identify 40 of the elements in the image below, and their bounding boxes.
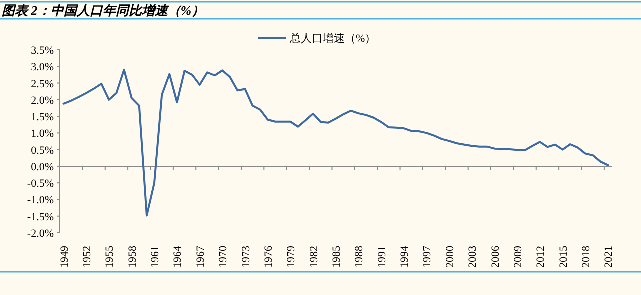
x-tick-label: 1985 bbox=[331, 246, 343, 268]
y-tick-label: -1.5% bbox=[27, 211, 54, 224]
y-tick-label: 2.0% bbox=[31, 94, 54, 107]
y-tick-label: -1.0% bbox=[27, 194, 54, 207]
x-tick-label: 2015 bbox=[558, 246, 570, 268]
y-tick-label: 3.5% bbox=[31, 45, 54, 57]
x-tick-label: 1958 bbox=[126, 246, 139, 268]
y-tick-label: -2.0% bbox=[27, 228, 54, 240]
x-tick-label: 2000 bbox=[444, 246, 456, 268]
x-tick-label: 1973 bbox=[240, 246, 252, 268]
x-tick-label: 1994 bbox=[399, 246, 412, 268]
x-tick-label: 2003 bbox=[467, 246, 480, 268]
x-tick-label: 1991 bbox=[376, 246, 388, 268]
y-tick-label: 0.0% bbox=[31, 161, 54, 174]
y-tick-label: 2.5% bbox=[31, 78, 54, 90]
x-tick-label: 1967 bbox=[194, 246, 207, 268]
y-tick-label: 1.0% bbox=[31, 128, 54, 140]
y-tick-label: -0.5% bbox=[27, 178, 54, 190]
x-tick-label: 1961 bbox=[150, 246, 162, 268]
x-tick-label: 1955 bbox=[104, 246, 116, 268]
x-tick-label: 2012 bbox=[535, 246, 548, 268]
y-tick-label: 1.5% bbox=[31, 112, 54, 124]
x-tick-label: 1979 bbox=[286, 246, 298, 268]
x-tick-label: 2006 bbox=[490, 246, 502, 268]
x-tick-label: 1976 bbox=[262, 246, 275, 268]
x-tick-label: 1949 bbox=[58, 246, 71, 268]
chart-title: 图表 2：中国人口年同比增速（%） bbox=[2, 3, 205, 18]
x-tick-label: 1964 bbox=[172, 246, 184, 268]
line-series bbox=[62, 68, 610, 217]
x-tick-label: 2021 bbox=[603, 246, 616, 268]
x-tick-label: 1952 bbox=[81, 246, 94, 268]
y-tick-label: 0.5% bbox=[31, 144, 54, 157]
x-tick-label: 2009 bbox=[512, 246, 524, 268]
x-tick-label: 1970 bbox=[218, 246, 230, 268]
x-tick-label: 2018 bbox=[580, 246, 593, 268]
y-tick-label: 3.0% bbox=[31, 62, 54, 74]
x-tick-label: 1982 bbox=[308, 246, 320, 268]
legend-label: 总人口增速（%） bbox=[289, 32, 376, 45]
x-tick-label: 1997 bbox=[422, 246, 434, 268]
x-tick-label: 1988 bbox=[354, 246, 366, 268]
